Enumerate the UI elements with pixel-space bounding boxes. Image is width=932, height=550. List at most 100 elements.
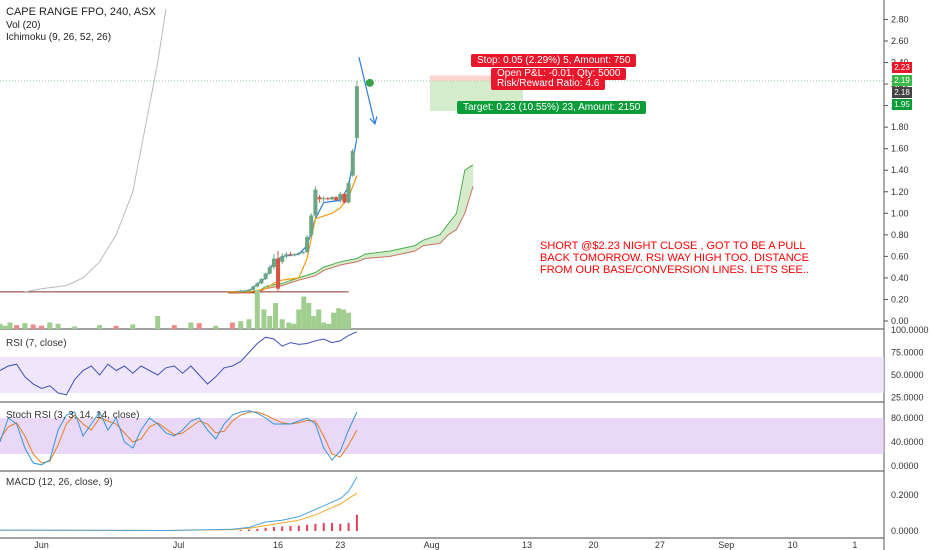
macd-hist-bar [339,523,342,531]
candle-body [251,286,256,290]
candle-body [288,254,293,256]
volume-bar [30,324,36,329]
candle-body [242,290,247,292]
volume-bar [326,323,332,329]
price-axis-label: 0.20 [891,294,909,304]
symbol-title: CAPE RANGE FPO, 240, ASX [6,6,156,18]
candle-body [267,267,272,274]
macd-hist-bar [256,528,259,531]
candle-body [338,193,343,201]
price-tag-last: 2.19 [892,75,912,86]
forecast-arrow [358,56,376,125]
candle-body [300,252,305,254]
volume-bar [55,323,61,329]
macd-hist-bar [347,522,350,531]
price-tag-close: 2.18 [892,87,912,98]
macd-line [0,476,358,532]
x-axis-label: Jul [173,540,185,550]
price-tag-target: 1.95 [892,99,912,110]
volume-bar [301,296,307,329]
candle-body [313,189,318,216]
candle-body [309,215,314,235]
candle-body [354,86,359,138]
macd-hist-bar [314,523,317,531]
risk-reward-annotation: Risk/Reward Ratio: 4.6 [491,78,606,90]
x-axis-label: Sep [718,540,734,550]
volume-bar [246,319,252,329]
volume-bar [14,325,20,329]
candle-body [317,197,322,200]
macd-axis-label: 0.2000 [891,490,919,500]
rsi-axis-label: 25.0000 [891,393,924,403]
volume-bar [155,316,161,329]
ichimoku-label: Ichimoku (9, 26, 52, 26) [6,32,112,43]
price-axis-label: 0.00 [891,316,909,326]
macd-hist-bar [355,514,358,531]
candle-body [263,273,268,279]
volume-bar [331,312,337,329]
price-axis-label: 0.60 [891,251,909,261]
volume-bar [261,309,267,329]
volume-bar [188,322,194,329]
x-axis-label: 13 [522,540,532,550]
volume-bar [196,323,202,329]
candle-body [238,290,243,292]
macd-hist-bar [239,530,242,531]
x-axis-label: 1 [852,540,857,550]
price-axis-label: 0.80 [891,230,909,240]
candle-body [305,236,310,253]
rsi-band [0,357,884,393]
price-tag-entry: 2.23 [892,62,912,73]
stoch-axis-label: 40.0000 [891,437,924,447]
stoch-k-line [0,410,358,466]
volume-bar [2,325,8,329]
macd-hist-bar [264,527,267,531]
macd-hist-bar [331,522,333,531]
stop-zone [430,75,523,81]
candle-body [296,253,301,255]
volume-bar [321,322,327,329]
volume-bar [254,290,260,329]
volume-bar [336,308,342,329]
x-axis-label: 27 [655,540,665,550]
volume-bar [47,322,53,329]
volume-bar [291,323,297,329]
price-axis-label: 1.60 [891,144,909,154]
candle-body [271,258,276,268]
trade-note: SHORT @$2.23 NIGHT CLOSE , GOT TO BE A P… [540,240,809,276]
x-axis-label: Jun [34,540,49,550]
volume-bar [22,323,28,329]
rsi-axis-label: 100.0000 [891,325,929,335]
x-axis-label: 16 [273,540,283,550]
price-axis-label: 1.40 [891,165,909,175]
stop-annotation: Stop: 0.05 (2.29%) 5, Amount: 750 [471,54,637,67]
x-axis-label: 20 [588,540,598,550]
volume-bar [72,326,78,329]
volume-bar [97,325,103,329]
volume-bar [306,303,312,329]
stoch-d-line [0,411,358,464]
stoch-rsi-title: Stoch RSI (3, 3, 14, 14, close) [6,410,140,421]
candle-body [350,150,355,176]
candle-body [321,198,326,200]
price-axis-label: 1.80 [891,122,909,132]
stoch-band [0,418,884,454]
volume-bar [311,316,317,329]
volume-bar [279,319,285,329]
candle-body [284,254,289,257]
volume-bar [296,309,302,329]
price-axis-label: 1.20 [891,187,909,197]
volume-bar [130,324,136,329]
rsi-line [0,331,358,396]
price-axis-label: 1.00 [891,208,909,218]
macd-title: MACD (12, 26, close, 9) [6,477,113,488]
volume-bar [346,312,352,329]
stoch-axis-label: 0.0000 [891,461,919,471]
target-annotation: Target: 0.23 (10.55%) 23, Amount: 2150 [457,101,647,114]
forecast-arrow-head [369,116,378,126]
entry-marker [365,78,374,87]
volume-bar [238,321,244,329]
volume-bar [286,322,292,329]
x-axis-label: Aug [424,540,440,550]
